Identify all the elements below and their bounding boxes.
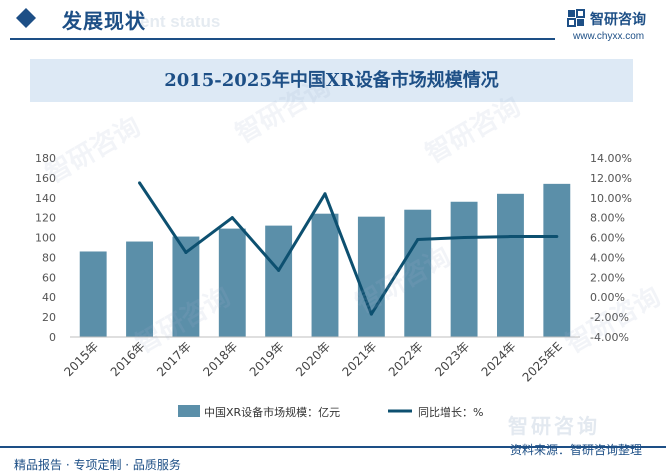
bar bbox=[543, 183, 571, 337]
combo-chart: 0 20 40 60 80 100 120 140 160 180 -4.00% -2.00% 0.00… bbox=[35, 152, 632, 419]
y-left-tick-label: 160 bbox=[35, 172, 56, 185]
y-left-tick-label: 100 bbox=[35, 232, 56, 245]
section-header: ent status 发展现状 智研咨询 www.chyxx.com bbox=[0, 0, 666, 46]
footer-brand-ghost: 智研咨询 bbox=[508, 414, 600, 438]
section-title: 发展现状 bbox=[62, 9, 146, 33]
growth-point bbox=[184, 250, 188, 254]
y-right-tick-label: 12.00% bbox=[590, 172, 632, 185]
header-divider bbox=[10, 38, 555, 40]
footer-slogan: 精品报告 · 专项定制 · 品质服务 bbox=[14, 458, 181, 472]
y-left-tick-label: 140 bbox=[35, 192, 56, 205]
bar bbox=[404, 209, 432, 337]
x-tick-label: 2017年 bbox=[154, 339, 194, 379]
x-tick-label: 2021年 bbox=[340, 339, 380, 379]
bar bbox=[497, 193, 524, 337]
growth-line bbox=[138, 182, 557, 316]
x-tick-label: 2018年 bbox=[200, 339, 240, 379]
growth-point bbox=[508, 235, 512, 239]
x-tick-label: 2015年 bbox=[61, 339, 101, 379]
bar bbox=[79, 251, 107, 337]
x-tick-label: 2023年 bbox=[432, 339, 472, 379]
header-ghost-text: ent status bbox=[140, 12, 221, 31]
y-left-tick-label: 180 bbox=[35, 152, 56, 165]
x-tick-label: 2019年 bbox=[247, 339, 287, 379]
x-tick-label: 2016年 bbox=[108, 339, 148, 379]
growth-point bbox=[138, 181, 142, 185]
y-left-tick-label: 120 bbox=[35, 212, 56, 225]
legend-label-bar: 中国XR设备市场规模：亿元 bbox=[204, 405, 340, 419]
y-right-tick-label: -2.00% bbox=[590, 311, 629, 324]
bar bbox=[218, 228, 246, 337]
chart-title: 2015-2025年中国XR设备市场规模情况 bbox=[164, 70, 499, 91]
brand-url: www.chyxx.com bbox=[573, 31, 645, 42]
y-right-tick-label: 4.00% bbox=[590, 251, 625, 264]
y-right-tick-label: 6.00% bbox=[590, 232, 625, 245]
growth-point bbox=[277, 268, 281, 272]
brand-name: 智研咨询 bbox=[590, 12, 646, 28]
x-tick-label: 2020年 bbox=[293, 339, 333, 379]
legend-swatch-bar bbox=[178, 405, 200, 417]
y-right-tick-label: 2.00% bbox=[590, 271, 625, 284]
bar bbox=[265, 225, 293, 337]
brand-logo-icon bbox=[567, 9, 585, 27]
y-left-tick-label: 0 bbox=[49, 331, 56, 344]
growth-point bbox=[369, 312, 373, 316]
bar bbox=[311, 213, 339, 337]
growth-point bbox=[555, 235, 559, 239]
growth-point bbox=[323, 192, 327, 196]
y-right-tick-label: 14.00% bbox=[590, 152, 632, 165]
y-right-tick-label: -4.00% bbox=[590, 331, 629, 344]
chart-title-bar: 2015-2025年中国XR设备市场规模情况 bbox=[30, 59, 633, 102]
y-left-tick-label: 20 bbox=[42, 311, 56, 324]
bar bbox=[126, 241, 153, 337]
bar bbox=[357, 216, 385, 337]
legend-label-line: 同比增长：% bbox=[418, 405, 483, 419]
data-source: 资料来源：智研咨询整理 bbox=[510, 443, 643, 457]
y-right-tick-label: 10.00% bbox=[590, 192, 632, 205]
y-left-tick-label: 80 bbox=[42, 251, 56, 264]
x-tick-label: 2024年 bbox=[479, 339, 519, 379]
growth-point bbox=[462, 236, 466, 240]
bar bbox=[450, 201, 478, 337]
x-tick-label: 2025年E bbox=[520, 339, 565, 384]
growth-point bbox=[230, 216, 234, 220]
growth-point bbox=[416, 238, 420, 242]
y-right-tick-label: 8.00% bbox=[590, 212, 625, 225]
x-tick-label: 2022年 bbox=[386, 339, 426, 379]
footer-divider bbox=[0, 446, 666, 448]
y-left-tick-label: 60 bbox=[42, 271, 56, 284]
y-left-tick-label: 40 bbox=[42, 291, 56, 304]
y-right-tick-label: 0.00% bbox=[590, 291, 625, 304]
diamond-icon bbox=[16, 8, 36, 28]
